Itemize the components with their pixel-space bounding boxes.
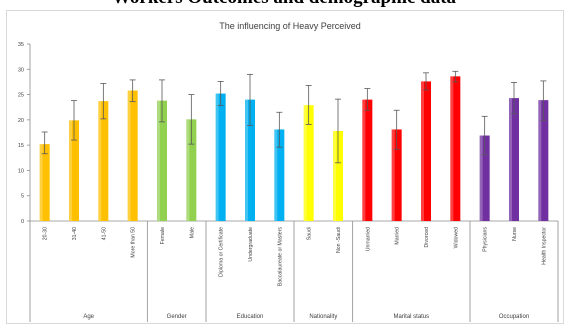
- x-category-label: Undergraduate: [248, 227, 254, 262]
- group-label: Education: [237, 314, 264, 320]
- x-category-label: Unmarried: [365, 227, 371, 251]
- x-category-label: More than 50: [131, 227, 137, 258]
- bar: [362, 99, 373, 221]
- y-tick-label: 10: [18, 168, 24, 174]
- group-label: Nationality: [309, 314, 337, 320]
- y-tick-label: 20: [18, 118, 24, 124]
- x-category-label: Health Inspector: [541, 227, 547, 265]
- bar-highlight: [450, 76, 454, 221]
- group-label: Age: [83, 314, 94, 320]
- chart-title: The influencing of Heavy Perceived: [219, 21, 361, 31]
- x-category-label: Female: [160, 227, 166, 244]
- bar-highlight: [509, 98, 512, 221]
- bar: [127, 90, 138, 221]
- page-heading: Workers Outcomes and demographic data: [0, 0, 568, 9]
- x-category-label: 41-50: [101, 227, 107, 240]
- bar-highlight: [303, 105, 307, 221]
- x-category-label: Divorced: [424, 227, 430, 248]
- bar-highlight: [333, 130, 336, 221]
- x-category-label: Non -Saudi: [336, 227, 342, 253]
- bar: [98, 101, 109, 221]
- bar: [39, 144, 50, 221]
- bar: [333, 130, 343, 221]
- x-category-label: 31-40: [72, 227, 78, 240]
- bar-highlight: [157, 100, 160, 221]
- y-tick-label: 25: [18, 93, 24, 99]
- bar-highlight: [362, 99, 366, 221]
- x-category-label: 20-30: [43, 227, 49, 240]
- x-category-label: Widowed: [453, 227, 459, 248]
- x-category-label: Physicians: [483, 227, 489, 252]
- bar: [450, 76, 461, 221]
- y-tick-label: 35: [18, 42, 24, 48]
- x-category-label: Baccalaureate or Masters: [277, 227, 283, 287]
- bar: [479, 135, 490, 221]
- group-label: Occupation: [499, 314, 529, 320]
- y-tick-label: 30: [18, 67, 24, 73]
- x-category-label: Saudi: [307, 227, 313, 240]
- x-category-label: Diploma or Certificate: [219, 227, 225, 277]
- group-label: Marital status: [393, 314, 429, 320]
- x-category-label: Nurse: [512, 227, 518, 241]
- bar: [421, 81, 431, 222]
- bar-highlight: [274, 129, 278, 221]
- bar-highlight: [391, 129, 395, 221]
- bar: [69, 120, 79, 221]
- bar: [274, 129, 285, 221]
- x-category-label: Married: [395, 227, 401, 245]
- x-category-label: Male: [189, 227, 195, 238]
- bar: [157, 100, 167, 221]
- y-tick-label: 15: [18, 143, 24, 149]
- bar: [245, 99, 255, 221]
- bar-highlight: [39, 144, 43, 221]
- bar-highlight: [421, 81, 424, 222]
- bar: [303, 105, 314, 221]
- bar-highlight: [98, 101, 102, 221]
- bar: [391, 129, 402, 221]
- bar-highlight: [186, 119, 190, 221]
- bar-highlight: [69, 120, 72, 221]
- y-tick-label: 0: [21, 219, 24, 225]
- bar-highlight: [215, 93, 219, 221]
- bar-highlight: [538, 100, 542, 221]
- bar: [509, 98, 519, 221]
- y-tick-label: 5: [21, 194, 24, 200]
- bar: [215, 93, 226, 221]
- bar-highlight: [479, 135, 483, 221]
- bar-highlight: [127, 90, 131, 221]
- bar: [186, 119, 197, 221]
- group-label: Gender: [167, 314, 187, 320]
- bar-highlight: [245, 99, 248, 221]
- bar: [538, 100, 549, 221]
